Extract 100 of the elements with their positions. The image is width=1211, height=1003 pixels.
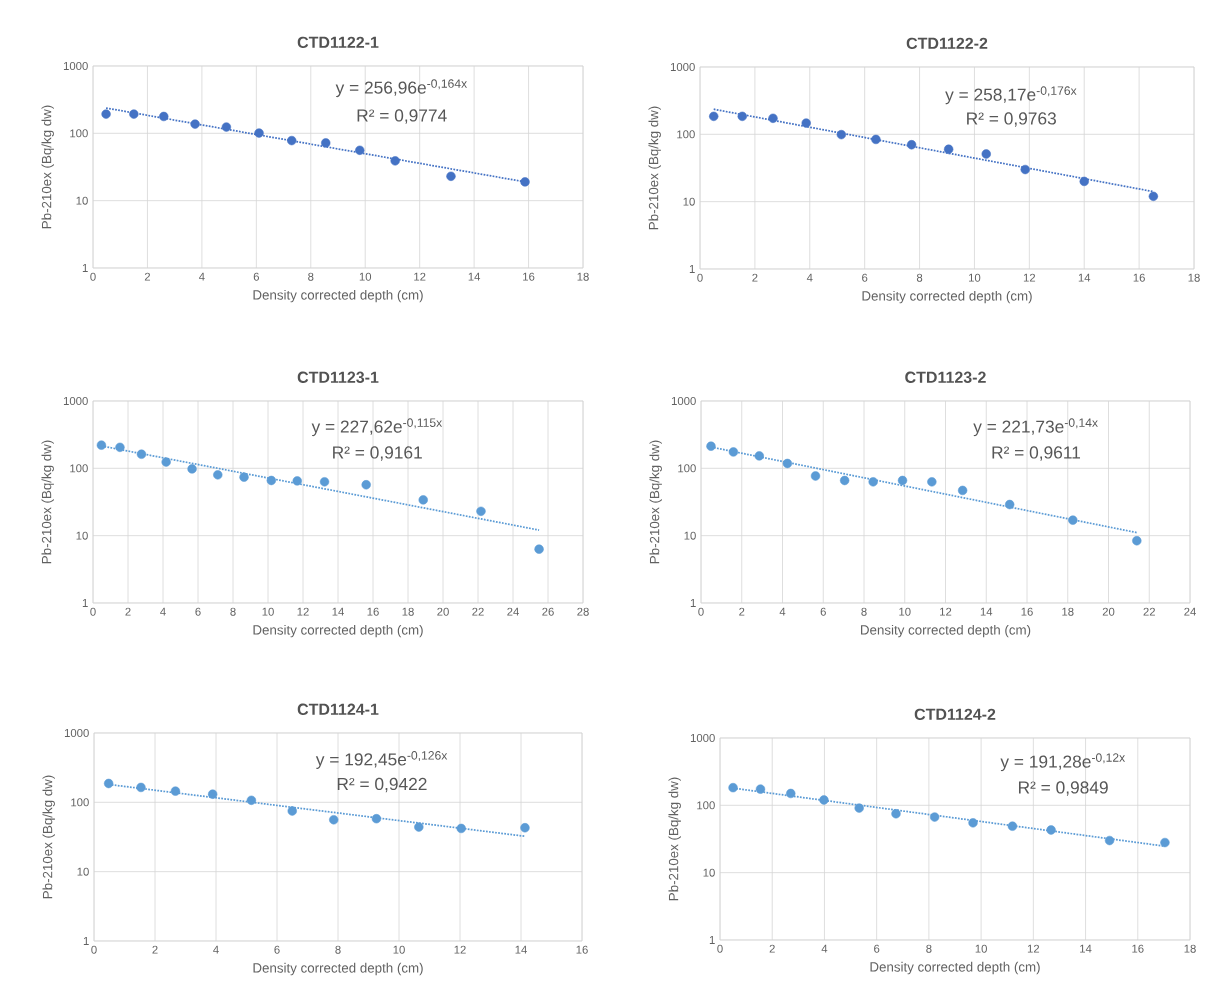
y-axis-title: Pb-210ex (Bq/kg dw) [41, 440, 54, 564]
y-tick-label: 1000 [671, 396, 696, 405]
point [96, 440, 107, 450]
point [246, 795, 257, 805]
x-tick-label: 12 [940, 607, 952, 616]
x-tick-label: 24 [1184, 607, 1196, 616]
y-axis-title: Pb-210ex (Bq/kg dw) [648, 106, 661, 230]
x-tick-label: 8 [861, 607, 867, 616]
chart-title: CTD1124-2 [914, 708, 996, 720]
x-tick-label: 16 [1021, 607, 1033, 616]
annotation: R² = 0,9763 [967, 112, 1056, 127]
x-tick-label: 6 [874, 944, 880, 953]
x-tick-label: 0 [90, 272, 96, 281]
point [868, 477, 878, 487]
point [768, 113, 778, 123]
point [129, 109, 139, 119]
point [103, 778, 114, 789]
annotation: y = 227,62e$^{-0,115x}$ [311, 418, 443, 437]
point [801, 118, 811, 128]
point [810, 471, 821, 481]
point [266, 475, 276, 486]
x-tick-label: 18 [1062, 607, 1074, 616]
x-tick-label: 12 [1023, 273, 1036, 282]
point [929, 812, 940, 822]
x-tick-label: 24 [507, 607, 519, 616]
point [207, 789, 218, 799]
point [371, 814, 382, 824]
x-tick-label: 0 [90, 607, 96, 616]
y-tick-label: 1 [82, 264, 88, 272]
point [836, 129, 847, 140]
x-tick-label: 10 [969, 273, 981, 282]
x-tick-label: 2 [125, 607, 131, 616]
chart-title: CTD1124-1 [297, 703, 379, 715]
x-tick-label: 16 [1133, 273, 1145, 282]
x-tick-label: 14 [980, 607, 993, 616]
x-tick-label: 4 [779, 607, 786, 616]
point [159, 111, 169, 122]
point [786, 788, 796, 799]
x-tick-label: 6 [862, 273, 868, 282]
annotation: y = 191,28e$^{-0,12x}$ [1000, 753, 1126, 772]
x-axis-title: Density corrected depth (cm) [861, 624, 1031, 638]
point [706, 441, 716, 451]
y-tick-label: 1 [82, 599, 88, 607]
y-tick-label: 1 [690, 599, 696, 607]
point [213, 470, 223, 480]
point [534, 544, 544, 554]
x-tick-label: 6 [195, 607, 201, 616]
y-tick-label: 100 [678, 464, 696, 473]
x-tick-label: 4 [821, 944, 828, 953]
x-tick-label: 20 [1102, 607, 1115, 616]
point [136, 782, 146, 793]
x-tick-label: 18 [1188, 273, 1200, 282]
point [1005, 499, 1015, 510]
annotation: y = 221,73e$^{-0,14x}$ [973, 418, 1098, 437]
annotation: y = 192,45e$^{-0,126x}$ [315, 751, 448, 769]
x-tick-label: 10 [393, 945, 405, 954]
point [927, 477, 937, 487]
x-tick-label: 4 [213, 945, 219, 954]
point [329, 815, 339, 825]
x-tick-label: 0 [697, 273, 703, 282]
y-tick-label: 10 [683, 197, 695, 206]
x-tick-label: 10 [262, 607, 274, 616]
x-tick-label: 4 [806, 273, 813, 282]
point [221, 122, 232, 132]
annotation: y = 258,17e$^{-0,176x}$ [945, 86, 1077, 105]
point [476, 506, 486, 516]
point [1079, 176, 1089, 187]
annotation: R² = 0,9611 [992, 446, 1081, 461]
point [1132, 536, 1142, 546]
point [755, 784, 766, 794]
x-tick-label: 10 [899, 607, 911, 616]
x-tick-label: 12 [297, 607, 309, 616]
x-tick-label: 8 [230, 607, 236, 616]
point [906, 140, 917, 150]
point [101, 109, 111, 119]
point [737, 111, 747, 122]
x-tick-label: 14 [1080, 944, 1092, 953]
x-tick-label: 16 [576, 945, 588, 954]
x-tick-label: 22 [1143, 607, 1155, 616]
point [1104, 835, 1115, 846]
annotation: R² = 0,9161 [333, 446, 422, 461]
y-axis-title: Pb-210ex (Bq/kg dw) [668, 777, 681, 901]
y-tick-label: 10 [76, 196, 88, 205]
point [239, 472, 249, 482]
x-tick-label: 8 [335, 945, 341, 954]
chart-title: CTD1123-2 [905, 371, 986, 383]
point [187, 464, 197, 474]
point [361, 480, 371, 490]
point [456, 823, 466, 834]
point [287, 806, 297, 816]
x-axis-title: Density corrected depth (cm) [253, 289, 423, 303]
point [1148, 191, 1159, 201]
x-axis-title: Density corrected depth (cm) [870, 961, 1040, 975]
x-tick-label: 8 [916, 273, 923, 282]
y-tick-label: 100 [70, 464, 88, 473]
x-tick-label: 14 [332, 607, 344, 616]
point [728, 447, 739, 457]
annotation: R² = 0,9849 [1018, 781, 1108, 796]
x-tick-label: 12 [1027, 944, 1040, 953]
x-tick-label: 2 [739, 607, 745, 616]
